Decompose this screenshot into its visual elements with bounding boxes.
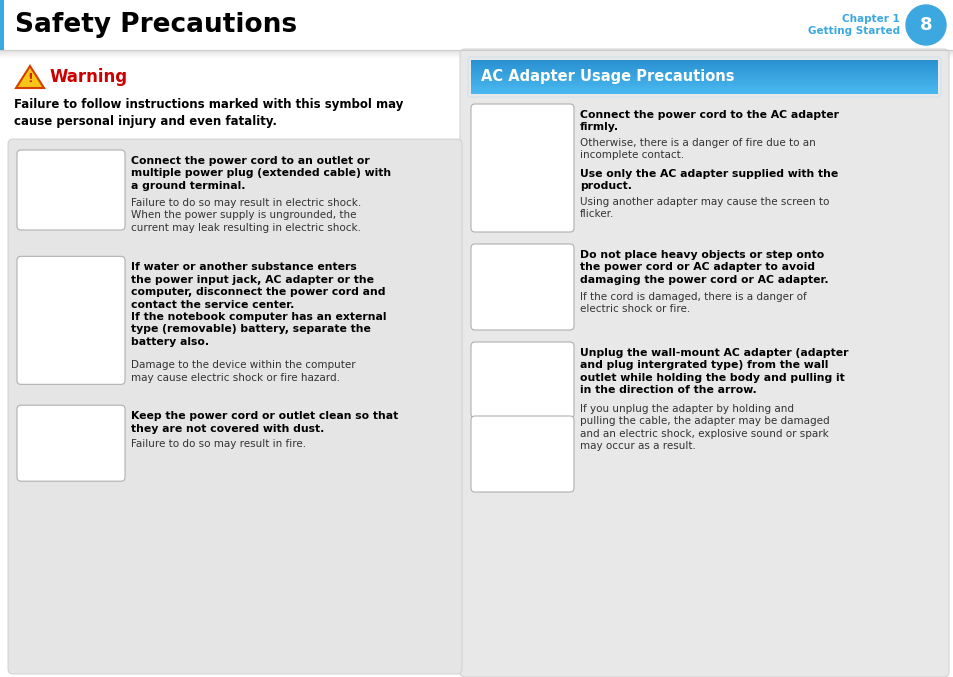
Bar — [471, 87, 937, 89]
Bar — [471, 89, 937, 90]
Bar — [471, 70, 937, 71]
Bar — [471, 66, 937, 67]
Text: Failure to do so may result in fire.: Failure to do so may result in fire. — [131, 439, 306, 450]
Bar — [0, 0, 4, 50]
Bar — [471, 91, 937, 92]
Bar — [0, 57, 953, 58]
Text: Otherwise, there is a danger of fire due to an
incomplete contact.: Otherwise, there is a danger of fire due… — [579, 138, 815, 160]
Bar — [471, 83, 937, 84]
Bar — [471, 83, 937, 85]
Text: Using another adapter may cause the screen to
flicker.: Using another adapter may cause the scre… — [579, 197, 828, 219]
FancyBboxPatch shape — [459, 49, 948, 677]
Text: Unplug the wall-mount AC adapter (adapter
and plug intergrated type) from the wa: Unplug the wall-mount AC adapter (adapte… — [579, 348, 847, 395]
Bar — [0, 52, 953, 53]
Bar — [471, 62, 937, 64]
Bar — [471, 67, 937, 68]
FancyBboxPatch shape — [17, 257, 125, 385]
Bar — [471, 66, 937, 68]
Text: Warning: Warning — [50, 68, 128, 86]
Bar — [471, 87, 937, 88]
Bar — [471, 68, 937, 69]
Text: If you unplug the adapter by holding and
pulling the cable, the adapter may be d: If you unplug the adapter by holding and… — [579, 404, 829, 451]
Bar — [471, 82, 937, 83]
Bar — [471, 86, 937, 87]
Bar — [471, 77, 937, 78]
Bar — [471, 89, 937, 91]
Text: 8: 8 — [919, 16, 931, 34]
Text: Do not place heavy objects or step onto
the power cord or AC adapter to avoid
da: Do not place heavy objects or step onto … — [579, 250, 828, 285]
Bar — [471, 71, 937, 72]
Bar — [471, 76, 937, 77]
Bar — [471, 79, 937, 81]
Bar — [0, 50, 953, 51]
Text: Getting Started: Getting Started — [807, 26, 899, 36]
FancyBboxPatch shape — [471, 416, 574, 492]
Text: Safety Precautions: Safety Precautions — [15, 12, 296, 38]
Bar — [0, 56, 953, 57]
Bar — [471, 74, 937, 76]
Bar — [471, 64, 937, 65]
Circle shape — [905, 5, 945, 45]
Bar — [471, 80, 937, 81]
Bar — [471, 79, 937, 80]
Bar — [0, 53, 953, 54]
Bar — [0, 55, 953, 56]
Bar — [0, 0, 953, 50]
Text: Connect the power cord to the AC adapter
firmly.: Connect the power cord to the AC adapter… — [579, 110, 838, 133]
Polygon shape — [16, 66, 44, 88]
Bar — [471, 73, 937, 74]
Text: Damage to the device within the computer
may cause electric shock or fire hazard: Damage to the device within the computer… — [131, 360, 355, 383]
Bar — [471, 64, 937, 66]
FancyBboxPatch shape — [17, 406, 125, 481]
Bar — [471, 63, 937, 64]
Bar — [471, 60, 937, 62]
Text: Failure to do so may result in electric shock.
When the power supply is unground: Failure to do so may result in electric … — [131, 198, 361, 233]
Text: AC Adapter Usage Precautions: AC Adapter Usage Precautions — [480, 70, 734, 85]
Bar — [471, 70, 937, 72]
Bar — [471, 77, 937, 79]
Text: Keep the power cord or outlet clean so that
they are not covered with dust.: Keep the power cord or outlet clean so t… — [131, 411, 397, 433]
Bar — [471, 61, 937, 62]
Text: Use only the AC adapter supplied with the
product.: Use only the AC adapter supplied with th… — [579, 169, 838, 192]
Bar — [471, 69, 937, 70]
Bar — [471, 90, 937, 91]
Bar — [471, 92, 937, 93]
Text: If water or another substance enters
the power input jack, AC adapter or the
com: If water or another substance enters the… — [131, 263, 386, 347]
FancyBboxPatch shape — [471, 244, 574, 330]
Bar — [471, 81, 937, 82]
FancyBboxPatch shape — [8, 139, 461, 674]
Text: Connect the power cord to an outlet or
multiple power plug (extended cable) with: Connect the power cord to an outlet or m… — [131, 156, 391, 191]
Bar — [0, 51, 953, 52]
Bar — [471, 60, 937, 61]
Bar — [471, 72, 937, 74]
Bar — [0, 54, 953, 55]
FancyBboxPatch shape — [471, 104, 574, 232]
Bar — [471, 93, 937, 94]
Text: Failure to follow instructions marked with this symbol may
cause personal injury: Failure to follow instructions marked wi… — [14, 98, 403, 128]
Bar — [471, 85, 937, 87]
Bar — [471, 74, 937, 75]
FancyBboxPatch shape — [471, 342, 574, 418]
Text: If the cord is damaged, there is a danger of
electric shock or fire.: If the cord is damaged, there is a dange… — [579, 292, 806, 314]
Bar — [471, 84, 937, 85]
Text: !: ! — [27, 72, 32, 85]
FancyBboxPatch shape — [17, 150, 125, 230]
Text: Chapter 1: Chapter 1 — [841, 14, 899, 24]
